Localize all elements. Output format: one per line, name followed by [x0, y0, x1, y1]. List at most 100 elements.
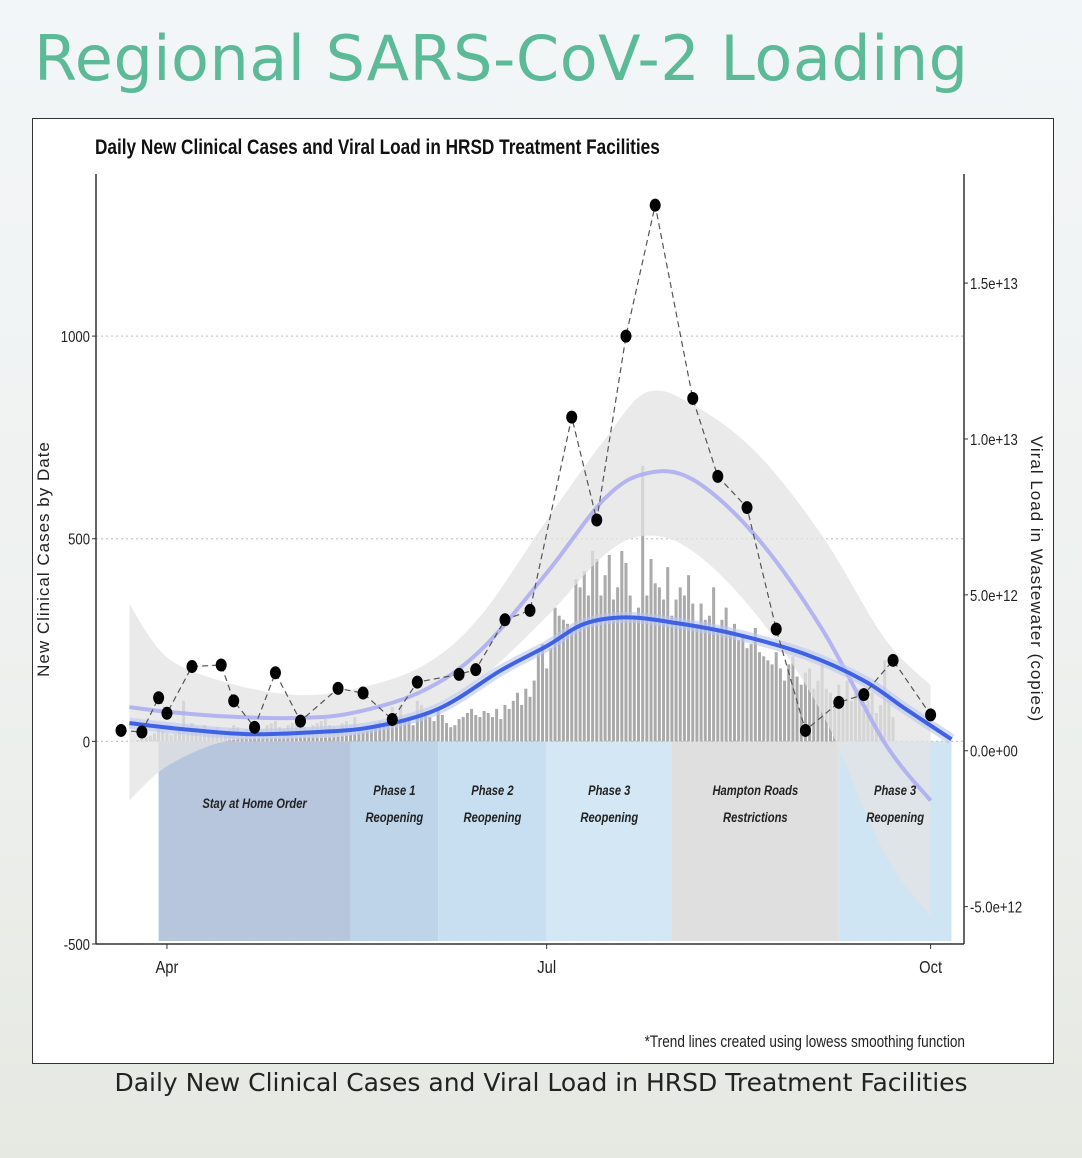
y2-axis-label: Viral Load in Wastewater (copies) [1027, 436, 1046, 722]
case-bar [474, 715, 478, 742]
slide-title: Regional SARS-CoV-2 Loading [34, 22, 969, 95]
case-bar [728, 631, 732, 742]
viral-load-point [115, 723, 127, 737]
case-bar [758, 652, 762, 742]
case-bar [737, 640, 741, 742]
case-bar [745, 648, 749, 742]
case-bar [411, 725, 415, 742]
viral-load-point [499, 613, 511, 627]
phase-region [671, 741, 839, 941]
case-bar [445, 723, 449, 742]
phase-label: Hampton Roads [712, 783, 798, 798]
viral-load-point [858, 688, 870, 702]
case-bar [541, 644, 545, 742]
viral-load-point [591, 513, 603, 527]
case-bar [507, 708, 511, 742]
case-bar [762, 656, 766, 742]
viral-trend-confidence-band [129, 390, 931, 916]
y2-tick-label: 1.0e+13 [970, 432, 1018, 449]
case-bar [557, 615, 561, 742]
case-bar [374, 723, 378, 742]
case-bar [532, 680, 536, 742]
case-bar [603, 575, 607, 742]
trend-lines [128, 469, 955, 802]
case-bar [382, 725, 386, 742]
case-bar [591, 550, 595, 742]
viral-load-point [925, 708, 937, 722]
y2-tick-label: 5.0e+12 [970, 588, 1018, 605]
case-bar [386, 719, 390, 742]
phase-region [350, 741, 439, 941]
viral-load-point [386, 713, 398, 727]
case-bar [515, 692, 519, 742]
chart-title: Daily New Clinical Cases and Viral Load … [95, 137, 660, 160]
viral-load-point [411, 675, 423, 689]
phase-label: Reopening [866, 810, 924, 825]
viral-trend-band [129, 390, 931, 916]
case-bar [812, 688, 816, 742]
viral-load-point [269, 666, 281, 680]
case-bar [394, 717, 398, 742]
axes: -500 0 500 1000 -5.0e+12 0.0e+00 5.0e+12 1.0e+1… [61, 174, 1022, 977]
case-bar [616, 587, 620, 742]
case-bar [528, 696, 532, 742]
case-bar [499, 719, 503, 742]
viral-load-point [357, 686, 369, 700]
case-bar [419, 704, 424, 742]
chart-svg: Daily New Clinical Cases and Viral Load … [34, 137, 1046, 1052]
viral-load-point [228, 694, 240, 708]
viral-load-point [524, 603, 536, 617]
case-bar [578, 587, 582, 742]
case-bar [749, 644, 753, 742]
viral-load-point [186, 660, 198, 674]
phase-label: Stay at Home Order [202, 796, 307, 811]
y-axis-label: New Clinical Cases by Date [34, 441, 53, 677]
case-bar [674, 599, 678, 742]
case-bar [465, 713, 469, 742]
case-bar [432, 721, 436, 742]
case-bar [599, 595, 603, 742]
viral-load-point [687, 391, 699, 405]
footnote: *Trend lines created using lowess smooth… [645, 1033, 965, 1052]
case-bar [691, 603, 695, 742]
case-bar [783, 680, 787, 742]
case-bar [495, 708, 499, 742]
viral-load-point [136, 725, 148, 739]
phase-label: Reopening [580, 810, 638, 825]
case-bar [561, 619, 565, 742]
y2-tick-label: 0.0e+00 [970, 744, 1018, 761]
case-bar [682, 595, 686, 742]
phase-label: Phase 1 [373, 783, 415, 798]
phase-label: Phase 2 [471, 783, 513, 798]
case-bar [566, 623, 570, 742]
case-bar [816, 680, 820, 742]
case-bar [662, 599, 666, 742]
viral-load-point [741, 501, 753, 515]
viral-load-point [249, 720, 261, 734]
case-bar [703, 619, 707, 742]
phase-label: Restrictions [723, 810, 788, 825]
case-bar [795, 676, 799, 742]
phase-regions [158, 741, 952, 941]
x-tick-label: Oct [919, 958, 942, 978]
case-bar [695, 623, 699, 742]
phase-labels: Stay at Home Order Phase 1 Reopening Phase … [202, 783, 924, 825]
case-bar [724, 607, 728, 742]
chart-figure: Daily New Clinical Cases and Viral Load … [32, 118, 1054, 1064]
case-bar [582, 571, 586, 742]
case-bar [457, 719, 461, 742]
case-bar [649, 559, 653, 742]
viral-load-point [470, 663, 482, 677]
case-bar [707, 615, 711, 742]
case-bar [657, 587, 661, 742]
case-bar [778, 668, 782, 742]
y-tick-label: 0 [83, 734, 90, 751]
case-bar [670, 615, 674, 742]
viral-load-point [294, 714, 306, 728]
case-bar [553, 607, 557, 742]
case-bar [407, 717, 411, 742]
case-bar [490, 717, 494, 742]
case-bar [699, 603, 703, 742]
phase-region [158, 741, 351, 941]
case-bar [607, 554, 611, 742]
